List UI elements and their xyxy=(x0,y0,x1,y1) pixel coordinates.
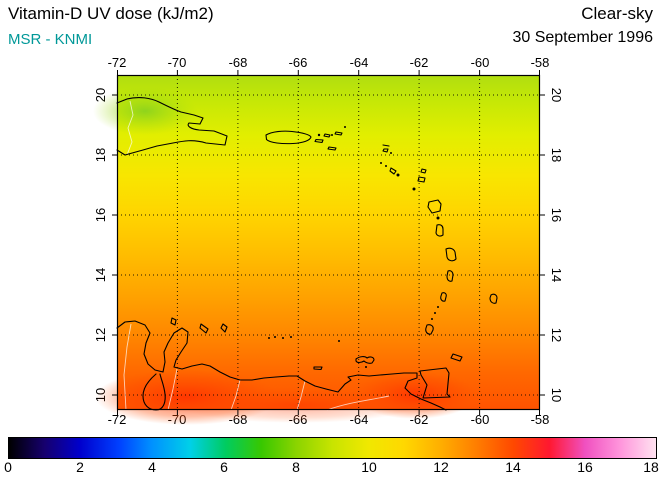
lat-tick-label: 18 xyxy=(93,147,108,163)
colorbar-tick-label: 0 xyxy=(4,459,12,475)
coastline-trinidad xyxy=(419,367,451,399)
coastline-barbados xyxy=(489,293,498,304)
lon-tick-label: -58 xyxy=(530,412,550,427)
coastline-hispaniola xyxy=(116,97,228,156)
lat-tick-label: 14 xyxy=(549,267,564,283)
lon-tick-label: -58 xyxy=(530,55,550,70)
lon-tick-label: -60 xyxy=(470,55,490,70)
colorbar-tick-label: 10 xyxy=(361,459,377,475)
coastlines xyxy=(116,97,498,411)
lon-tick-label: -70 xyxy=(167,55,187,70)
lat-tick-label: 16 xyxy=(93,207,108,223)
colorbar-tick-label: 14 xyxy=(505,459,521,475)
axis-ticks xyxy=(112,70,545,415)
lat-tick-label: 16 xyxy=(549,207,564,223)
colorbar-tick-label: 6 xyxy=(220,459,228,475)
lat-tick-label: 18 xyxy=(549,147,564,163)
small-islands xyxy=(268,126,440,368)
lon-tick-label: -68 xyxy=(228,55,248,70)
uv-field-layer xyxy=(93,75,540,425)
condition-label: Clear-sky xyxy=(581,4,653,23)
lon-tick-label: -62 xyxy=(409,55,429,70)
colorbar-tick-label: 8 xyxy=(292,459,300,475)
lat-tick-label: 12 xyxy=(549,327,564,343)
lon-tick-label: -72 xyxy=(107,55,127,70)
lat-tick-label: 12 xyxy=(93,327,108,343)
lat-tick-label: 10 xyxy=(549,387,564,403)
coastline-puerto-rico xyxy=(265,130,312,145)
lon-tick-label: -64 xyxy=(349,55,369,70)
source-label: MSR - KNMI xyxy=(8,31,93,48)
colorbar-tick-label: 12 xyxy=(433,459,449,475)
date-label: 30 September 1996 xyxy=(512,29,653,46)
inland-borders xyxy=(123,100,390,411)
colorbar-tick-label: 2 xyxy=(76,459,84,475)
colorbar-tick-label: 16 xyxy=(577,459,593,475)
lon-tick-label: -60 xyxy=(470,412,490,427)
colorbar-tick-label: 18 xyxy=(643,459,659,475)
page-title: Vitamin-D UV dose (kJ/m2) xyxy=(8,4,214,23)
colorbar-tick-label: 4 xyxy=(148,459,156,475)
coastline-south-america xyxy=(116,320,447,411)
map-frame xyxy=(116,74,541,411)
coastline-guadeloupe xyxy=(427,199,442,214)
colorbar xyxy=(8,437,657,459)
map-area xyxy=(93,70,545,425)
lat-tick-label: 14 xyxy=(93,267,108,283)
lon-tick-label: -66 xyxy=(288,55,308,70)
lat-tick-label: 20 xyxy=(549,87,564,103)
grid-lines xyxy=(117,75,540,410)
